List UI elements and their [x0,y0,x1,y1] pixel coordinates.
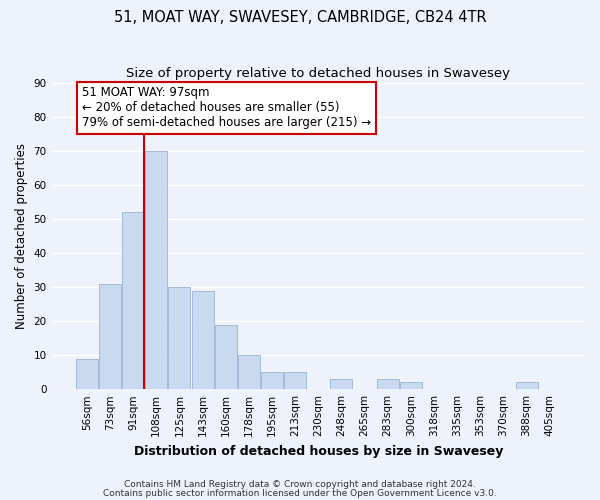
Bar [122,212,144,389]
Bar [215,324,236,389]
X-axis label: Distribution of detached houses by size in Swavesey: Distribution of detached houses by size … [134,444,503,458]
Text: 51 MOAT WAY: 97sqm
← 20% of detached houses are smaller (55)
79% of semi-detache: 51 MOAT WAY: 97sqm ← 20% of detached hou… [82,86,371,130]
Bar [515,382,538,389]
Text: 51, MOAT WAY, SWAVESEY, CAMBRIDGE, CB24 4TR: 51, MOAT WAY, SWAVESEY, CAMBRIDGE, CB24 … [113,10,487,25]
Y-axis label: Number of detached properties: Number of detached properties [15,143,28,329]
Bar [145,151,167,389]
Bar [331,379,352,389]
Title: Size of property relative to detached houses in Swavesey: Size of property relative to detached ho… [126,68,510,80]
Text: Contains public sector information licensed under the Open Government Licence v3: Contains public sector information licen… [103,488,497,498]
Text: Contains HM Land Registry data © Crown copyright and database right 2024.: Contains HM Land Registry data © Crown c… [124,480,476,489]
Bar [261,372,283,389]
Bar [284,372,306,389]
Bar [238,355,260,389]
Bar [400,382,422,389]
Bar [191,290,214,389]
Bar [76,358,98,389]
Bar [99,284,121,389]
Bar [169,287,190,389]
Bar [377,379,399,389]
